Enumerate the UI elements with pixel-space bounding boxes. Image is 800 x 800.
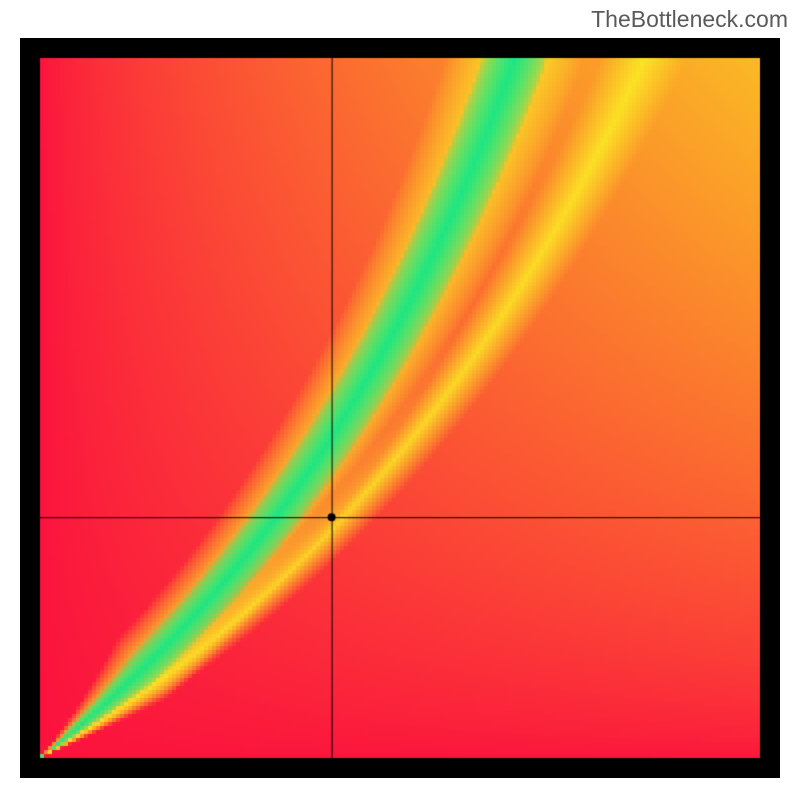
plot-frame [20,38,780,778]
root-container: TheBottleneck.com [0,0,800,800]
heatmap-canvas [20,38,780,778]
watermark-text: TheBottleneck.com [591,6,788,33]
